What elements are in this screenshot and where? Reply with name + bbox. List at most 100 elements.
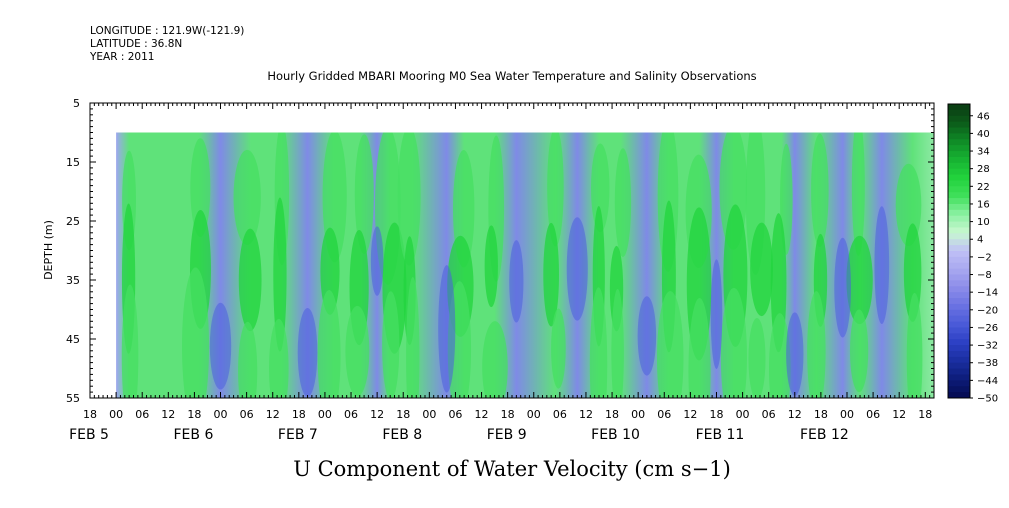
blue-core-blob xyxy=(209,302,232,390)
green-band-blob xyxy=(748,318,766,398)
green-band-blob xyxy=(851,132,865,256)
colorbar-swatch xyxy=(948,180,970,187)
green-band-blob xyxy=(807,291,826,398)
x-hour-tick-label: 06 xyxy=(657,408,671,421)
x-hour-tick-label: 12 xyxy=(892,408,906,421)
colorbar-swatch xyxy=(948,215,970,223)
colorbar-swatch xyxy=(948,198,970,205)
x-hour-tick-label: 18 xyxy=(187,408,201,421)
green-band-blob xyxy=(382,291,400,398)
colorbar-swatch xyxy=(948,280,970,287)
colorbar-tick-label: −20 xyxy=(977,305,998,316)
colorbar-tick-label: −8 xyxy=(977,270,992,281)
blue-core-blob xyxy=(834,237,851,338)
colorbar-swatch xyxy=(948,168,970,176)
colorbar-swatch xyxy=(948,339,970,346)
x-hour-tick-label: 18 xyxy=(83,408,97,421)
green-band-blob xyxy=(345,305,370,397)
x-hour-tick-label: 12 xyxy=(266,408,280,421)
colorbar-tick-label: 22 xyxy=(977,182,990,193)
colorbar-swatch xyxy=(948,251,970,258)
colorbar-swatch xyxy=(948,386,970,393)
longitude-label: LONGITUDE : 121.9W(-121.9) xyxy=(90,25,244,37)
x-hour-tick-label: 00 xyxy=(527,408,541,421)
green-band-blob xyxy=(750,222,773,317)
green-band-blob xyxy=(591,143,610,233)
colorbar-tick-label: −14 xyxy=(977,288,998,299)
colorbar-swatch xyxy=(948,221,970,228)
x-axis-date-labels: FEB 5 FEB 6 FEB 7 FEB 8 FEB 9 FEB 10 FEB 11 FEB… xyxy=(69,427,849,443)
green-band-blob xyxy=(768,313,791,398)
x-hour-tick-label: 18 xyxy=(918,408,932,421)
x-hour-tick-label: 00 xyxy=(109,408,123,421)
colorbar-swatch xyxy=(948,309,970,317)
colorbar: 46 40 34 28 22 16 10 4 −2 −8 −14 −20 −26 −32 −38 −44 −50 xyxy=(947,103,998,405)
green-band-blob xyxy=(614,148,632,257)
green-band-blob xyxy=(551,308,566,389)
colorbar-swatch xyxy=(948,109,970,117)
x-hour-tick-label: 18 xyxy=(501,408,515,421)
colorbar-tick-label: −50 xyxy=(977,394,998,405)
colorbar-swatch xyxy=(948,162,970,170)
green-band-blob xyxy=(238,228,262,332)
colorbar-swatch xyxy=(948,268,970,276)
y-tick-label: 5 xyxy=(73,97,80,110)
colorbar-swatch xyxy=(948,127,970,134)
green-band-blob xyxy=(273,197,287,352)
x-hour-tick-label: 00 xyxy=(214,408,228,421)
x-hour-tick-label: 12 xyxy=(683,408,697,421)
colorbar-swatch xyxy=(948,380,970,387)
colorbar-frame xyxy=(947,103,971,399)
x-hour-tick-label: 12 xyxy=(475,408,489,421)
green-band-blob xyxy=(611,288,624,398)
colorbar-swatch xyxy=(948,256,970,264)
colorbar-tick-label: −26 xyxy=(977,323,998,334)
colorbar-swatch xyxy=(948,356,970,364)
x-hour-tick-label: 18 xyxy=(292,408,306,421)
green-band-blob xyxy=(543,222,559,327)
green-band-blob xyxy=(720,287,747,398)
y-axis-ticks: 5 15 25 35 45 55 xyxy=(66,97,934,405)
x-date-label: FEB 7 xyxy=(278,427,318,443)
colorbar-swatch xyxy=(948,345,970,352)
y-tick-label: 55 xyxy=(66,392,80,405)
colorbar-tick-label: −32 xyxy=(977,341,998,352)
x-hour-tick-label: 18 xyxy=(396,408,410,421)
x-hour-tick-label: 12 xyxy=(161,408,175,421)
y-tick-label: 15 xyxy=(66,156,80,169)
colorbar-tick-label: 34 xyxy=(977,147,990,158)
colorbar-swatch xyxy=(948,115,970,123)
x-hour-tick-label: 12 xyxy=(370,408,384,421)
x-axis-hour-labels: 18 00 06 12 18 00 06 12 18 00 06 12 18 00 06 12 18 00 06 12… xyxy=(83,408,932,421)
colorbar-swatch xyxy=(948,233,970,240)
plot-area: 5 15 25 35 45 55 xyxy=(66,97,935,405)
blue-core-blob xyxy=(710,259,723,369)
colorbar-tick-label: 40 xyxy=(977,129,990,140)
x-hour-tick-label: 06 xyxy=(344,408,358,421)
colorbar-swatch xyxy=(948,292,970,299)
colorbar-swatch xyxy=(948,186,970,193)
colorbar-swatch xyxy=(948,151,970,158)
colorbar-swatch xyxy=(948,239,970,246)
colorbar-swatch xyxy=(948,303,970,311)
x-hour-tick-label: 00 xyxy=(736,408,750,421)
colorbar-tick-label: 10 xyxy=(977,217,990,228)
x-hour-tick-label: 06 xyxy=(553,408,567,421)
y-tick-label: 35 xyxy=(66,274,80,287)
x-hour-tick-label: 18 xyxy=(605,408,619,421)
colorbar-swatch xyxy=(948,350,970,358)
colorbar-swatch xyxy=(948,139,970,146)
colorbar-swatch xyxy=(948,174,970,181)
green-band-blob xyxy=(406,277,420,398)
colorbar-swatch xyxy=(948,227,970,234)
blue-core-blob xyxy=(874,206,890,325)
colorbar-swatch xyxy=(948,315,970,323)
colorbar-swatch xyxy=(948,362,970,370)
x-hour-tick-label: 00 xyxy=(631,408,645,421)
green-band-blob xyxy=(121,284,139,398)
latitude-label: LATITUDE : 36.8N xyxy=(90,38,182,50)
blue-core-blob xyxy=(297,308,318,397)
green-band-blob xyxy=(182,267,210,398)
y-tick-label: 45 xyxy=(66,333,80,346)
